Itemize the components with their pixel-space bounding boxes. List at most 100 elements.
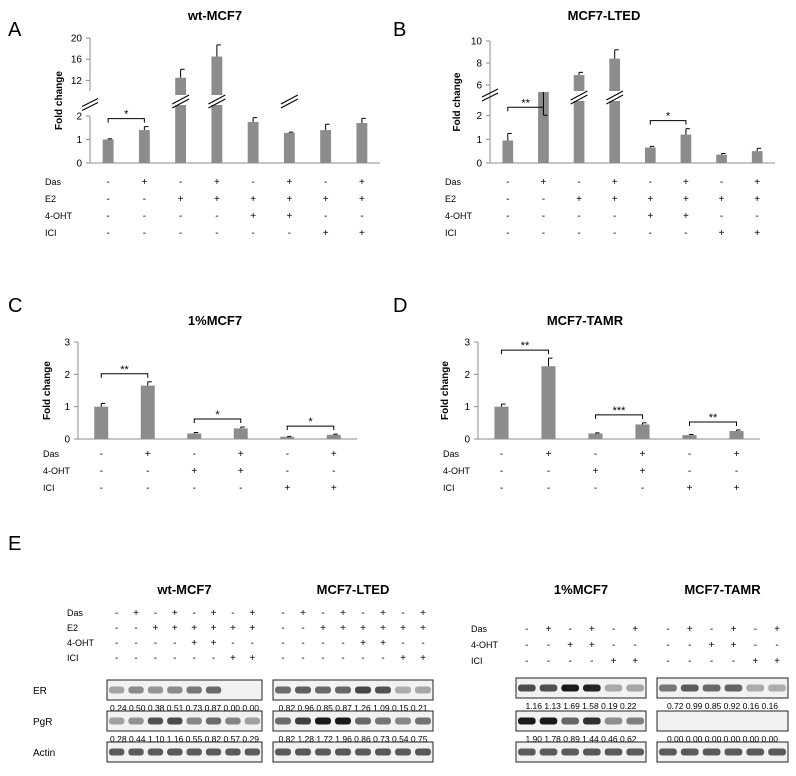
blot-condition-mark: + bbox=[300, 608, 306, 619]
blot-condition-mark: + bbox=[400, 623, 406, 634]
chart-d-condition-mark: + bbox=[546, 449, 552, 460]
blot-row-label: PgR bbox=[33, 717, 52, 728]
chart-a-condition-label: ICI bbox=[45, 228, 57, 238]
chart-b-significance-label: ** bbox=[521, 97, 530, 109]
blot-condition-mark: - bbox=[321, 653, 324, 664]
blot-band bbox=[186, 748, 202, 756]
blot-band bbox=[109, 748, 125, 756]
chart-d-significance-label: ** bbox=[521, 340, 530, 352]
chart-c-bar bbox=[140, 385, 155, 439]
blot-actin-box bbox=[272, 741, 434, 763]
blot-condition-mark: + bbox=[687, 624, 693, 635]
blot-row-label: ER bbox=[33, 686, 47, 697]
blot-band bbox=[604, 684, 623, 692]
chart-a-ytick-label: 0 bbox=[76, 159, 82, 170]
blot-band bbox=[128, 686, 144, 694]
panel-letter-D: D bbox=[393, 295, 407, 317]
chart-a-condition-mark: + bbox=[250, 194, 256, 205]
chart-a-ytick-label: 1 bbox=[76, 135, 82, 146]
chart-a-condition-mark: + bbox=[214, 177, 220, 188]
chart-a-bar bbox=[138, 130, 150, 163]
blot-band bbox=[275, 748, 291, 756]
blot-condition-mark: + bbox=[172, 608, 178, 619]
chart-a-condition-mark: - bbox=[106, 177, 109, 188]
blot-band bbox=[768, 748, 786, 756]
blot-condition-mark: - bbox=[281, 653, 284, 664]
chart-d-condition-mark: - bbox=[735, 466, 738, 477]
chart-b-condition-mark: + bbox=[683, 211, 689, 222]
chart-b-bar bbox=[609, 58, 621, 163]
chart-b-condition-mark: + bbox=[647, 211, 653, 222]
blot-condition-mark: - bbox=[115, 638, 118, 649]
blot-band bbox=[167, 686, 183, 694]
chart-b-condition-label: Das bbox=[445, 177, 462, 187]
chart-d-condition-label: Das bbox=[443, 449, 460, 459]
chart-a-significance-label: * bbox=[124, 109, 129, 121]
chart-a-condition-mark: + bbox=[286, 211, 292, 222]
blot-condition-mark: + bbox=[730, 640, 736, 651]
blot-band bbox=[626, 717, 644, 725]
chart-c-condition-mark: - bbox=[286, 466, 289, 477]
chart-c-condition-label: Das bbox=[43, 449, 60, 459]
chart-a-condition-mark: + bbox=[359, 228, 365, 239]
blot-condition-mark: + bbox=[774, 624, 780, 635]
blot-band bbox=[768, 684, 786, 692]
chart-b-condition-mark: - bbox=[613, 211, 616, 222]
chart-b-condition-mark: - bbox=[684, 228, 687, 239]
chart-c-ytick-label: 2 bbox=[64, 370, 70, 381]
chart-d-condition-label: 4-OHT bbox=[443, 466, 471, 476]
blot-band bbox=[109, 686, 125, 694]
blot-band bbox=[583, 717, 601, 725]
chart-b-condition-label: 4-OHT bbox=[445, 211, 473, 221]
blot-band bbox=[186, 717, 202, 725]
chart-d-condition-mark: - bbox=[594, 483, 597, 494]
chart-c-significance-label: * bbox=[215, 409, 220, 421]
blot-condition-mark: - bbox=[401, 608, 404, 619]
blot-band bbox=[604, 748, 623, 756]
chart-a-condition-mark: - bbox=[251, 177, 254, 188]
chart-c-condition-mark: - bbox=[239, 483, 242, 494]
blot-er-box bbox=[106, 679, 263, 701]
blot-condition-mark: + bbox=[249, 653, 255, 664]
chart-b-condition-mark: + bbox=[612, 194, 618, 205]
chart-a-bar-break-mark bbox=[208, 98, 226, 109]
blot-condition-mark: - bbox=[688, 640, 691, 651]
blot-condition-mark: + bbox=[380, 623, 386, 634]
blot-band bbox=[680, 684, 699, 692]
blot-condition-mark: - bbox=[568, 624, 571, 635]
chart-c-condition-label: ICI bbox=[43, 483, 55, 493]
blot-condition-mark: + bbox=[211, 638, 217, 649]
chart-c-condition-mark: - bbox=[193, 449, 196, 460]
blot-condition-label: 4-OHT bbox=[67, 638, 95, 648]
blot-left-title: wt-MCF7 bbox=[156, 582, 211, 597]
blot-pgr-box bbox=[272, 710, 434, 732]
blot-band bbox=[518, 717, 536, 725]
blot-band bbox=[539, 684, 558, 692]
blot-condition-mark: + bbox=[249, 608, 255, 619]
blot-band bbox=[395, 686, 411, 694]
chart-b-bar-break-mark bbox=[570, 90, 588, 101]
chart-b-condition-mark: + bbox=[683, 194, 689, 205]
chart-b-significance-bracket bbox=[507, 106, 544, 112]
blot-right-title: MCF7-TAMR bbox=[684, 582, 761, 597]
blot-quantification: 0.24 0.50 0.38 0.51 0.73 0.87 0.00 0.00 bbox=[110, 703, 259, 713]
chart-b-condition-mark: - bbox=[506, 211, 509, 222]
blot-condition-label: Das bbox=[471, 624, 488, 634]
blot-band bbox=[244, 748, 260, 756]
chart-c-condition-mark: + bbox=[238, 449, 244, 460]
chart-c-condition-mark: - bbox=[332, 466, 335, 477]
blot-condition-mark: - bbox=[401, 638, 404, 649]
blot-band bbox=[702, 748, 721, 756]
chart-d-ytick-label: 2 bbox=[464, 370, 470, 381]
chart-c-condition-mark: + bbox=[331, 449, 337, 460]
blot-pgr-box bbox=[106, 710, 263, 732]
blot-condition-label: Das bbox=[67, 608, 84, 618]
chart-a-bar bbox=[283, 132, 295, 163]
chart-b-condition-mark: + bbox=[647, 194, 653, 205]
chart-b-condition-mark: - bbox=[506, 177, 509, 188]
blot-condition-mark: - bbox=[115, 653, 118, 664]
blot-band bbox=[680, 748, 699, 756]
chart-b-condition-mark: + bbox=[683, 177, 689, 188]
blot-condition-mark: + bbox=[420, 608, 426, 619]
